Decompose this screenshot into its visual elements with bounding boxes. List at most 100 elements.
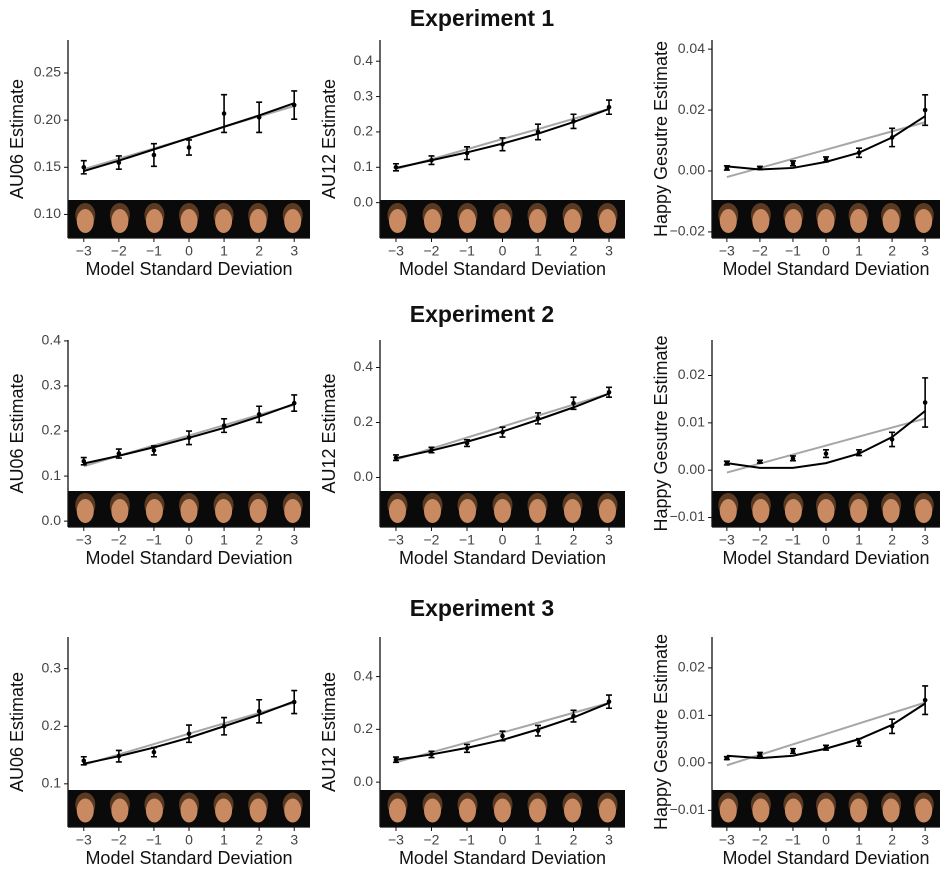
face [180, 209, 198, 233]
face [180, 499, 198, 523]
x-tick-label: 0 [822, 243, 830, 259]
face [850, 499, 868, 523]
y-tick-label: 0.02 [678, 659, 705, 675]
point [151, 749, 157, 755]
y-tick-label: 0.00 [678, 162, 705, 178]
x-tick-label: −3 [76, 832, 92, 848]
x-tick-label: 2 [570, 832, 578, 848]
x-tick-label: −2 [424, 832, 440, 848]
y-tick-label: 0.01 [678, 706, 705, 722]
x-tick-label: −1 [146, 832, 162, 848]
x-tick-label: 3 [290, 243, 298, 259]
point [922, 697, 928, 703]
x-tick-label: −1 [459, 243, 475, 259]
x-tick-label: 3 [290, 832, 298, 848]
face [145, 209, 163, 233]
x-tick-label: 3 [605, 832, 613, 848]
x-tick-label: −3 [76, 243, 92, 259]
face [249, 499, 267, 523]
linear-fit [726, 417, 926, 474]
y-tick-label: 0.20 [34, 111, 61, 127]
x-tick-label: −3 [388, 832, 404, 848]
point [757, 752, 763, 757]
face [284, 209, 302, 233]
face [76, 499, 94, 523]
face [215, 798, 233, 823]
y-tick-label: 0.00 [678, 754, 705, 770]
y-tick-label: 0.1 [42, 467, 62, 483]
face [564, 798, 581, 823]
face [145, 499, 163, 523]
point [429, 752, 434, 757]
point [221, 111, 227, 116]
x-tick-label: 0 [185, 532, 193, 548]
point [393, 757, 399, 763]
point [81, 758, 87, 764]
model-fit [726, 410, 926, 469]
y-tick-label: 0.1 [42, 775, 62, 791]
y-tick-label: 0.10 [34, 205, 61, 221]
y-tick-label: 0.1 [354, 158, 374, 174]
face [915, 499, 933, 523]
x-axis-label: Model Standard Deviation [399, 848, 606, 868]
face [719, 209, 737, 233]
face [111, 209, 129, 233]
x-tick-label: −2 [752, 243, 768, 259]
point [81, 164, 87, 170]
point [790, 161, 796, 166]
face [389, 499, 406, 523]
face [915, 798, 933, 823]
x-tick-label: 0 [499, 243, 507, 259]
face [145, 798, 163, 823]
y-tick-label: 0.0 [354, 468, 374, 484]
point [535, 129, 541, 135]
point [757, 165, 763, 171]
y-tick-label: 0.2 [42, 422, 62, 438]
y-tick-label: 0.2 [354, 720, 374, 736]
point [393, 164, 399, 170]
row-title: Experiment 2 [410, 301, 554, 327]
face [719, 798, 737, 823]
y-tick-label: 0.04 [678, 40, 705, 56]
x-tick-label: −2 [424, 243, 440, 259]
face [817, 798, 835, 823]
y-tick-label: 0.2 [354, 123, 374, 139]
point [856, 740, 862, 745]
y-tick-label: 0.2 [42, 717, 62, 733]
face [529, 209, 546, 233]
point [535, 416, 541, 421]
model-fit [83, 102, 295, 173]
point [571, 713, 576, 719]
x-tick-label: −2 [424, 532, 440, 548]
face [76, 209, 94, 233]
x-tick-label: 1 [534, 243, 542, 259]
face [752, 499, 770, 523]
x-tick-label: 1 [220, 243, 228, 259]
x-axis-label: Model Standard Deviation [722, 848, 929, 868]
x-tick-label: 2 [255, 243, 263, 259]
face [180, 798, 198, 823]
x-axis-label: Model Standard Deviation [722, 548, 929, 568]
x-tick-label: 0 [185, 832, 193, 848]
face [850, 798, 868, 823]
point [757, 459, 763, 464]
point [429, 447, 434, 453]
y-tick-label: 0.02 [678, 366, 705, 382]
y-tick-label: 0.3 [354, 87, 374, 103]
linear-fit [726, 701, 926, 767]
point [151, 448, 157, 453]
face [915, 209, 933, 233]
point [291, 400, 297, 406]
x-tick-label: 1 [855, 532, 863, 548]
point [116, 451, 122, 456]
point [823, 157, 829, 162]
x-tick-label: 0 [822, 832, 830, 848]
y-tick-label: 0.4 [354, 667, 374, 683]
point [922, 400, 928, 405]
face [284, 499, 302, 523]
x-tick-label: −1 [785, 532, 801, 548]
y-axis-label: Happy Gesutre Estimate [651, 41, 671, 237]
x-tick-label: 3 [921, 532, 929, 548]
